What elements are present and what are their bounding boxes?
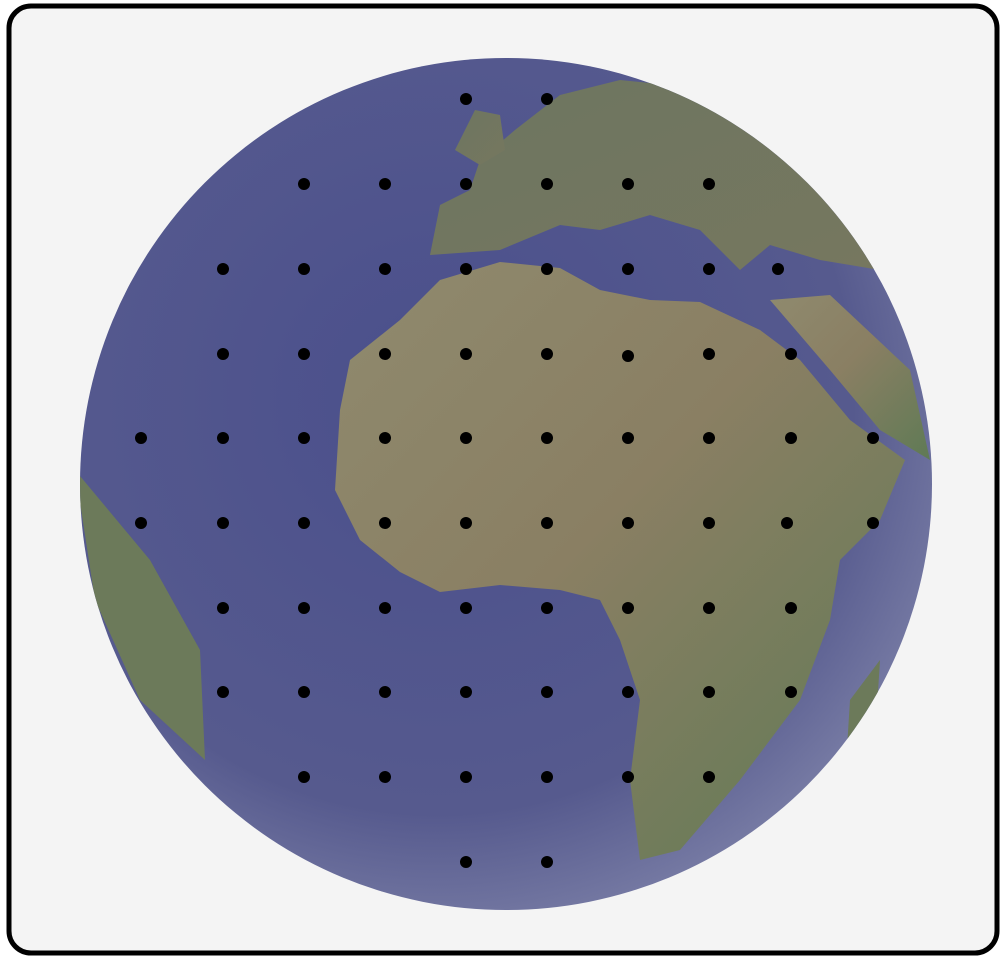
dot <box>541 432 553 444</box>
dot <box>622 771 634 783</box>
dot <box>460 517 472 529</box>
dot <box>298 348 310 360</box>
dot <box>298 178 310 190</box>
dot <box>785 432 797 444</box>
dot <box>460 178 472 190</box>
dot <box>460 263 472 275</box>
dot <box>703 517 715 529</box>
dot <box>298 686 310 698</box>
dot <box>217 602 229 614</box>
dot <box>541 602 553 614</box>
dot <box>703 432 715 444</box>
dot <box>703 178 715 190</box>
dot <box>622 178 634 190</box>
dot <box>772 263 784 275</box>
dot <box>622 602 634 614</box>
dot <box>541 856 553 868</box>
dot <box>541 178 553 190</box>
dot <box>379 263 391 275</box>
dot <box>217 686 229 698</box>
dot <box>298 517 310 529</box>
dot <box>460 93 472 105</box>
dot <box>622 350 634 362</box>
dot <box>622 686 634 698</box>
africa <box>335 262 905 860</box>
dot-grid <box>135 93 879 868</box>
dot <box>298 432 310 444</box>
dot <box>379 348 391 360</box>
dot <box>703 686 715 698</box>
dot <box>785 348 797 360</box>
dot <box>460 856 472 868</box>
dot <box>541 263 553 275</box>
dot <box>703 771 715 783</box>
dot <box>703 263 715 275</box>
dot <box>135 432 147 444</box>
dot <box>217 432 229 444</box>
dot <box>379 517 391 529</box>
dot <box>298 602 310 614</box>
britain <box>455 110 505 165</box>
south-america <box>80 470 205 760</box>
dot <box>785 686 797 698</box>
dot <box>379 771 391 783</box>
dot <box>379 686 391 698</box>
dot <box>135 517 147 529</box>
dot <box>541 517 553 529</box>
dot <box>217 263 229 275</box>
dot <box>379 432 391 444</box>
dot <box>781 517 793 529</box>
dot <box>460 432 472 444</box>
dot <box>460 686 472 698</box>
dot <box>867 432 879 444</box>
arabia <box>770 295 930 460</box>
dot <box>379 178 391 190</box>
dot <box>460 771 472 783</box>
dot <box>622 517 634 529</box>
dot <box>298 263 310 275</box>
dot <box>867 517 879 529</box>
dot <box>703 602 715 614</box>
dot <box>217 348 229 360</box>
dot <box>622 263 634 275</box>
dot <box>379 602 391 614</box>
dot <box>541 686 553 698</box>
dot <box>541 771 553 783</box>
dot <box>622 432 634 444</box>
dot <box>298 771 310 783</box>
dot <box>217 517 229 529</box>
dot <box>541 93 553 105</box>
dot <box>460 348 472 360</box>
dot <box>541 348 553 360</box>
dot <box>703 348 715 360</box>
dot <box>460 602 472 614</box>
dot <box>785 602 797 614</box>
